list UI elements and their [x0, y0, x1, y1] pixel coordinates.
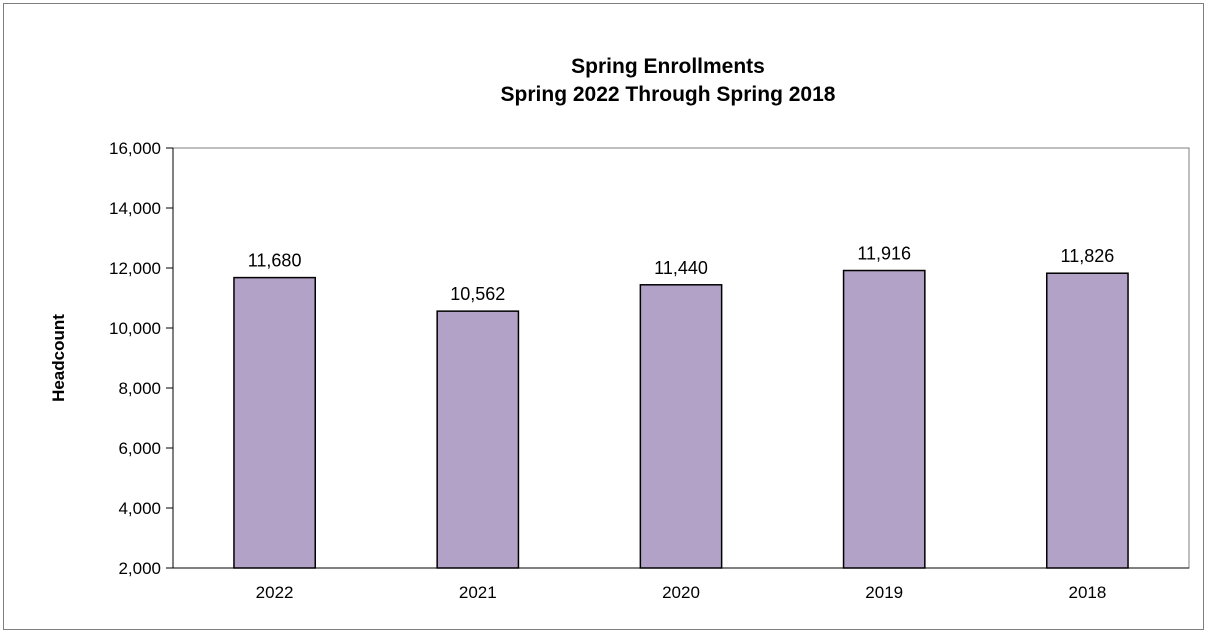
x-axis: 2022 2021 2020 2019 2018 — [173, 567, 1189, 602]
x-tick-label-2020: 2020 — [662, 583, 700, 602]
y-axis-label: Headcount — [49, 314, 68, 402]
data-label-2019: 11,916 — [857, 244, 911, 264]
data-label-2020: 11,440 — [654, 258, 708, 278]
y-tick-label: 16,000 — [109, 139, 161, 158]
y-tick-label: 14,000 — [109, 199, 161, 218]
bar-2022 — [233, 276, 316, 569]
data-label-2021: 10,562 — [450, 284, 505, 304]
bar-2018 — [1046, 272, 1129, 569]
bar-2021 — [436, 310, 520, 569]
bar-2019 — [842, 269, 926, 569]
y-tick-label: 6,000 — [118, 439, 161, 458]
chart-subtitle: Spring 2022 Through Spring 2018 — [501, 83, 836, 106]
x-tick-label-2022: 2022 — [256, 583, 294, 602]
y-tick-label: 2,000 — [118, 559, 161, 578]
y-tick-label: 12,000 — [109, 259, 161, 278]
x-tick-label-2019: 2019 — [865, 583, 903, 602]
data-label-2022: 11,680 — [248, 251, 302, 271]
y-tick-label: 10,000 — [109, 319, 161, 338]
y-tick-label: 4,000 — [118, 499, 161, 518]
chart-title: Spring Enrollments — [571, 55, 765, 78]
y-tick-label: 8,000 — [118, 379, 161, 398]
x-tick-label-2021: 2021 — [459, 583, 497, 602]
data-labels: 11,680 10,562 11,440 11,916 11,826 — [248, 244, 1115, 305]
x-tick-label-2018: 2018 — [1068, 583, 1106, 602]
bar-2020 — [639, 284, 723, 569]
data-label-2018: 11,826 — [1061, 246, 1115, 266]
y-axis: 2,000 4,000 6,000 8,000 10,000 12,000 14,000 16… — [109, 139, 174, 578]
chart-frame — [3, 3, 1204, 630]
bars — [233, 269, 1129, 569]
